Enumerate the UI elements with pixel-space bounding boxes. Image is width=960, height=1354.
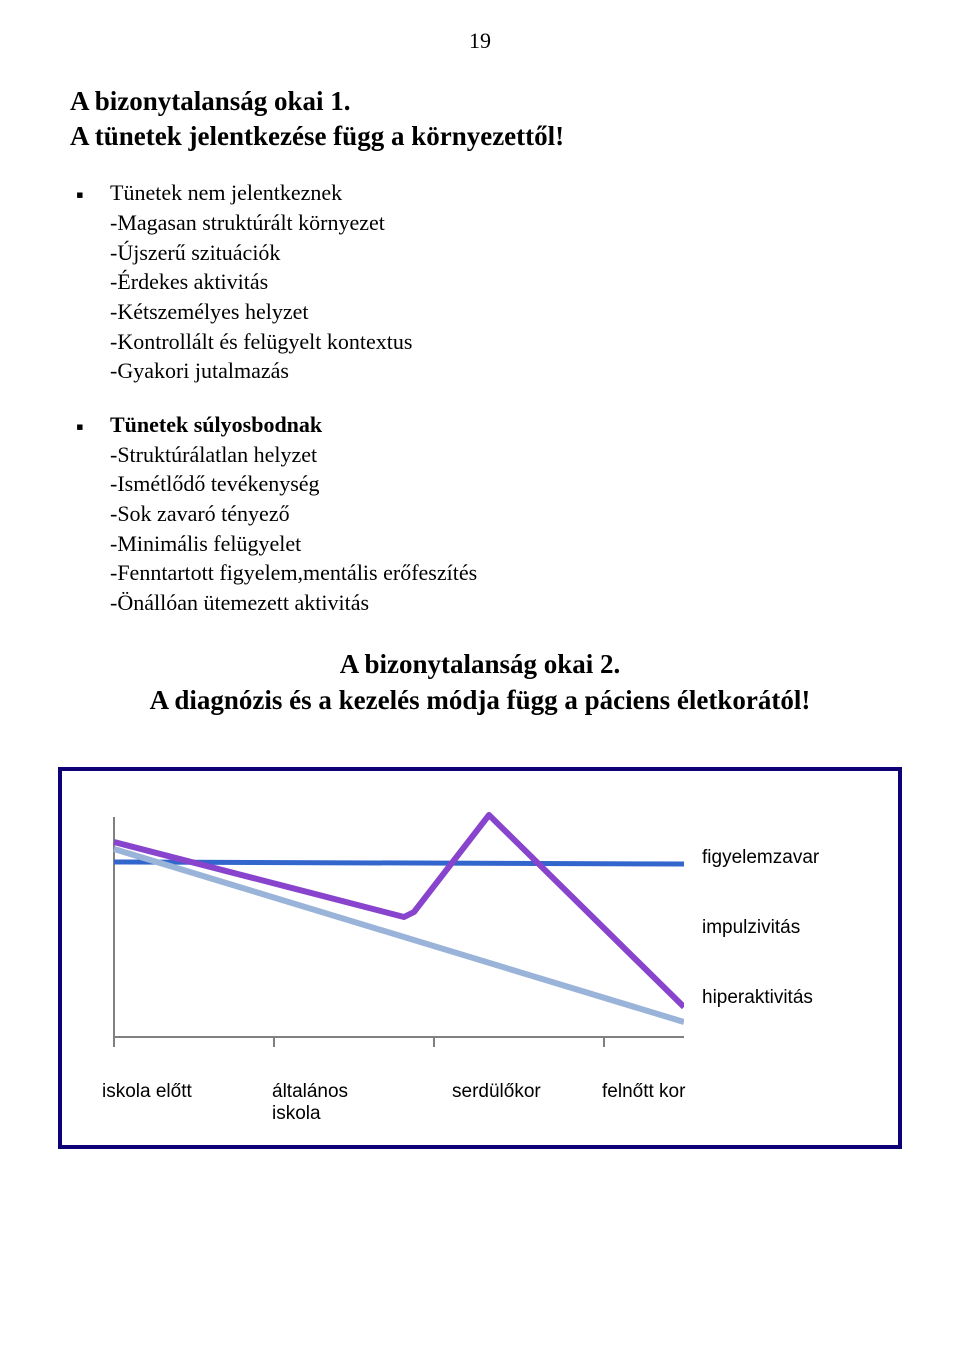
heading-1-line-1: A bizonytalanság okai 1. bbox=[70, 86, 351, 116]
heading-2-line-1: A bizonytalanság okai 2. bbox=[340, 649, 621, 679]
legend-item: impulzivitás bbox=[702, 917, 819, 939]
bullet-sub-line: -Fenntartott figyelem,mentális erőfeszít… bbox=[110, 558, 890, 588]
bullet-sub-line: -Minimális felügyelet bbox=[110, 529, 890, 559]
bullet-sub-line: -Struktúrálatlan helyzet bbox=[110, 440, 890, 470]
bullet-body: Tünetek nem jelentkeznek-Magasan struktú… bbox=[110, 178, 890, 386]
main-content: A bizonytalanság okai 1. A tünetek jelen… bbox=[0, 54, 960, 719]
legend-item: figyelemzavar bbox=[702, 847, 819, 869]
page-number: 19 bbox=[0, 0, 960, 54]
legend-item: hiperaktivitás bbox=[702, 987, 819, 1009]
chart-legend: figyelemzavar impulzivitás hiperaktivitás bbox=[684, 807, 819, 1057]
bullet-sub-line: -Magasan struktúrált környezet bbox=[110, 208, 890, 238]
bullet-body: Tünetek súlyosbodnak-Struktúrálatlan hel… bbox=[110, 410, 890, 618]
chart-container: figyelemzavarimpulzivitáshiperaktivitás … bbox=[58, 767, 902, 1149]
bullet-marker: ▪ bbox=[70, 178, 110, 386]
heading-1-line-2: A tünetek jelentkezése függ a környezett… bbox=[70, 121, 564, 151]
chart-x-labels: iskola előttáltalános iskolaserdülőkorfe… bbox=[94, 1081, 878, 1125]
bullet-sub-line: -Újszerű szituációk bbox=[110, 238, 890, 268]
bullet-lead: Tünetek nem jelentkeznek bbox=[110, 178, 890, 208]
bullet-marker: ▪ bbox=[70, 410, 110, 618]
bullet-sub-line: -Kétszemélyes helyzet bbox=[110, 297, 890, 327]
heading-2: A bizonytalanság okai 2. A diagnózis és … bbox=[70, 646, 890, 719]
chart-series-impulzivitás bbox=[114, 815, 684, 1007]
x-axis-label: iskola előtt bbox=[102, 1081, 272, 1125]
x-axis-label: általános iskola bbox=[272, 1081, 452, 1125]
line-chart bbox=[94, 807, 684, 1067]
heading-2-line-2: A diagnózis és a kezelés módja függ a pá… bbox=[150, 685, 811, 715]
chart-series-hiperaktivitás bbox=[114, 849, 684, 1022]
bullet-block: ▪Tünetek súlyosbodnak-Struktúrálatlan he… bbox=[70, 410, 890, 618]
bullet-sub-line: -Gyakori jutalmazás bbox=[110, 356, 890, 386]
x-axis-label: felnőtt kor bbox=[602, 1081, 742, 1125]
bullet-sub-line: -Önállóan ütemezett aktivitás bbox=[110, 588, 890, 618]
bullet-sub-line: -Érdekes aktivitás bbox=[110, 267, 890, 297]
bullet-sub-line: -Kontrollált és felügyelt kontextus bbox=[110, 327, 890, 357]
bullet-sub-line: -Sok zavaró tényező bbox=[110, 499, 890, 529]
bullet-sub-line: -Ismétlődő tevékenység bbox=[110, 469, 890, 499]
bullet-block: ▪Tünetek nem jelentkeznek-Magasan strukt… bbox=[70, 178, 890, 386]
bullet-lead: Tünetek súlyosbodnak bbox=[110, 410, 890, 440]
x-axis-label: serdülőkor bbox=[452, 1081, 602, 1125]
heading-1: A bizonytalanság okai 1. A tünetek jelen… bbox=[70, 84, 890, 154]
